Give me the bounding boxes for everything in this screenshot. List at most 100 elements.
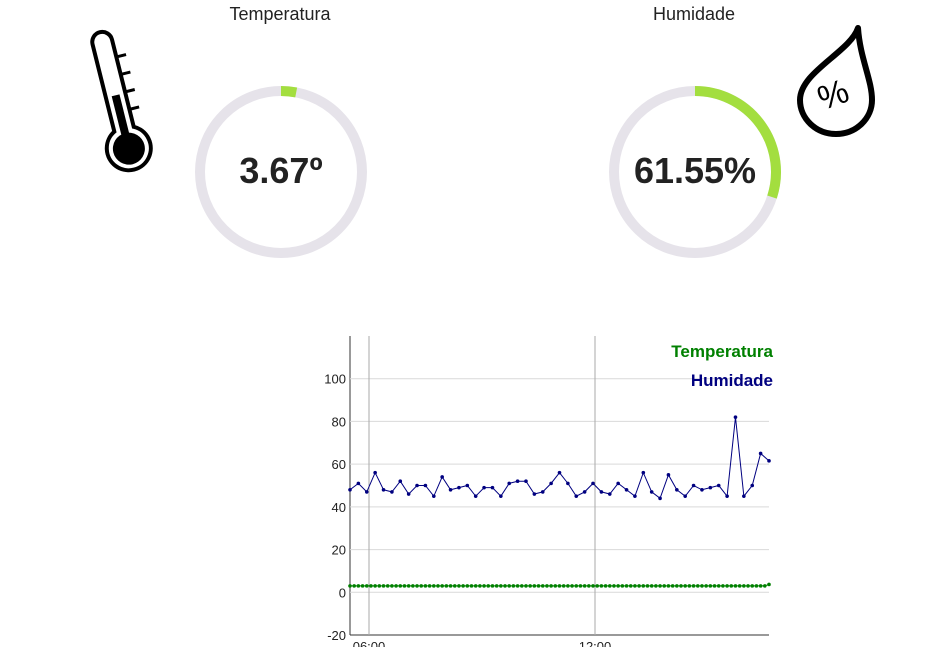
data-point [524,584,528,588]
data-point [507,481,512,486]
data-point [473,584,478,588]
data-point [465,483,470,488]
data-point [620,584,625,588]
legend-entry-temperatura: Temperatura [671,342,773,361]
data-point [473,494,478,498]
data-point [427,584,432,588]
data-point [679,584,683,588]
data-point [708,485,713,490]
data-point [683,494,687,498]
humidity-drop-icon: % [797,25,875,137]
data-point [607,584,612,588]
data-point [461,584,465,588]
data-point [574,584,579,588]
data-point [377,584,382,588]
data-point [482,584,486,588]
data-point [599,490,604,494]
data-point [654,584,658,588]
data-point [511,584,516,588]
data-point [448,487,453,492]
data-point [628,584,633,588]
series-line-humidade [349,417,770,500]
data-point [536,584,541,588]
data-point [360,584,365,588]
data-point [616,584,620,588]
data-point [469,584,474,588]
data-point [381,487,386,492]
data-point [507,584,512,588]
data-point [700,584,704,588]
x-tick-label: 06:00 [353,639,386,647]
data-point [587,584,591,588]
data-point [649,490,654,494]
temperature-gauge-value: 3.67º [239,150,323,191]
data-point [373,470,377,475]
humidity-gauge-title: Humidade [652,4,736,24]
data-point [721,584,725,588]
data-point [398,584,403,588]
data-point [549,481,553,486]
data-point [716,483,721,488]
data-point [742,494,746,498]
data-point [452,584,457,588]
data-point [515,479,520,484]
data-point [402,584,407,588]
data-point [494,584,499,588]
temperature-gauge-fill [280,86,298,98]
data-point [415,584,419,588]
data-point [423,483,428,488]
data-point [641,470,646,475]
data-point [763,584,767,588]
data-point [364,584,369,588]
data-point [733,415,738,419]
data-point [448,584,453,588]
data-point [737,584,742,588]
data-point [478,584,482,588]
data-point [515,584,520,588]
data-point [457,584,461,588]
data-point [666,473,671,477]
data-point [419,584,424,588]
data-point [532,584,537,588]
data-point [612,584,616,588]
data-point [411,584,415,588]
data-point [691,584,696,588]
data-point [381,584,386,588]
data-point [633,584,637,588]
data-point [591,584,595,588]
data-point [540,584,545,588]
data-point [691,483,696,488]
data-point [415,483,419,488]
data-point [742,584,746,588]
data-point [683,584,687,588]
data-point [356,584,361,588]
data-point [540,490,545,494]
data-point [561,584,566,588]
data-point [603,584,608,588]
data-point [406,492,411,496]
y-tick-label: 100 [324,372,346,387]
data-point [758,584,763,588]
data-point [725,584,729,588]
data-point [758,451,763,456]
data-point [712,584,717,588]
data-point [356,481,361,486]
humidity-gauge [609,86,781,258]
data-point [557,470,562,475]
y-tick-label: 0 [339,585,346,600]
data-point [767,582,771,587]
data-point [716,584,721,588]
y-tick-label: 20 [332,543,346,558]
data-point [708,584,713,588]
data-point [729,584,734,588]
data-point [670,584,675,588]
data-point [599,584,604,588]
data-point [746,584,750,588]
data-point [767,459,771,463]
data-point [666,584,671,588]
data-point [440,584,444,588]
data-point [633,494,637,498]
data-point [616,481,620,486]
y-tick-label: 40 [332,500,346,515]
